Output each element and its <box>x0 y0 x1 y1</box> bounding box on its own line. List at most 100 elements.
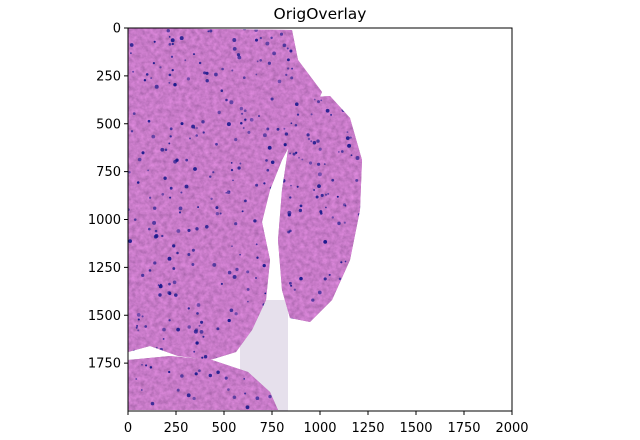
nucleus-dot <box>237 55 242 60</box>
nucleus-dot <box>169 127 173 131</box>
nucleus-dot <box>150 77 153 80</box>
nucleus-dot <box>205 71 209 75</box>
nucleus-dot <box>234 222 238 226</box>
nucleus-dot <box>246 270 250 274</box>
nucleus-dot <box>152 62 155 65</box>
nucleus-dot <box>312 141 317 145</box>
nucleus-dot <box>215 212 219 216</box>
nucleus-dot <box>267 145 272 150</box>
nucleus-dot <box>255 73 258 76</box>
nucleus-dot <box>256 256 259 259</box>
nucleus-dot <box>290 76 294 80</box>
nucleus-dot <box>327 192 330 195</box>
nucleus-dot <box>205 79 209 83</box>
nucleus-dot <box>128 171 131 174</box>
nucleus-dot <box>323 163 326 165</box>
nucleus-dot <box>289 229 292 233</box>
nucleus-dot <box>212 171 215 174</box>
nucleus-dot <box>133 218 137 221</box>
x-axis: 0 250 500 750 1000 1250 1500 1750 2000 <box>124 411 529 436</box>
nucleus-dot <box>301 158 304 161</box>
nucleus-dot <box>225 98 228 102</box>
nucleus-dot <box>198 324 201 327</box>
nucleus-dot <box>279 32 284 36</box>
nucleus-dot <box>193 167 197 171</box>
histology-image <box>128 28 512 411</box>
nucleus-dot <box>212 262 217 267</box>
nucleus-dot <box>262 133 267 138</box>
nucleus-dot <box>290 284 293 287</box>
nucleus-dot <box>159 283 162 286</box>
nucleus-dot <box>255 38 258 42</box>
nucleus-dot <box>191 248 195 252</box>
nucleus-dot <box>187 228 191 232</box>
nucleus-dot <box>230 168 234 172</box>
y-tick-label: 750 <box>96 165 121 180</box>
nucleus-dot <box>191 124 196 129</box>
nucleus-dot <box>325 108 330 113</box>
nucleus-dot <box>145 364 148 367</box>
nucleus-dot <box>132 70 135 73</box>
nucleus-dot <box>265 41 270 46</box>
nucleus-dot <box>236 53 241 57</box>
nucleus-dot <box>249 117 254 122</box>
nucleus-dot <box>330 113 333 116</box>
nucleus-dot <box>283 143 287 147</box>
nucleus-dot <box>331 216 334 219</box>
nucleus-dot <box>232 46 237 51</box>
nucleus-dot <box>215 206 219 210</box>
nucleus-dot <box>198 61 202 65</box>
nucleus-dot <box>141 363 143 366</box>
x-tick-label: 750 <box>260 421 285 436</box>
nucleus-dot <box>242 76 246 80</box>
nucleus-dot <box>191 263 195 266</box>
nucleus-dot <box>170 38 175 43</box>
nucleus-dot <box>286 47 289 50</box>
nucleus-dot <box>338 277 342 281</box>
nucleus-dot <box>147 169 149 172</box>
nucleus-dot <box>151 134 156 139</box>
nucleus-dot <box>168 81 171 84</box>
nucleus-dot <box>328 273 331 276</box>
nucleus-dot <box>162 327 166 332</box>
nucleus-dot <box>243 378 246 380</box>
nucleus-dot <box>170 55 174 58</box>
nucleus-dot <box>215 142 218 146</box>
nucleus-dot <box>209 29 213 33</box>
nucleus-dot <box>311 298 315 302</box>
nucleus-dot <box>186 77 190 81</box>
nucleus-dot <box>232 38 237 42</box>
nucleus-dot <box>210 197 213 200</box>
nucleus-dot <box>216 327 220 331</box>
nucleus-dot <box>292 152 296 156</box>
y-tick-label: 1750 <box>88 357 121 372</box>
nucleus-dot <box>299 276 303 281</box>
nucleus-dot <box>144 325 148 328</box>
nucleus-dot <box>160 147 165 152</box>
nucleus-dot <box>168 291 172 296</box>
nucleus-dot <box>220 89 224 92</box>
nucleus-dot <box>259 59 262 62</box>
nucleus-dot <box>239 106 244 111</box>
nucleus-dot <box>258 115 260 117</box>
nucleus-dot <box>158 284 163 289</box>
nucleus-dot <box>263 182 266 185</box>
nucleus-dot <box>227 388 230 391</box>
nucleus-dot <box>320 99 323 102</box>
nucleus-dot <box>161 192 165 196</box>
nucleus-dot <box>137 329 140 332</box>
nucleus-dot <box>136 313 141 317</box>
nucleus-dot <box>267 61 272 65</box>
nucleus-dot <box>313 98 316 101</box>
nucleus-dot <box>176 251 179 255</box>
nucleus-dot <box>155 235 158 238</box>
nucleus-dot <box>272 51 277 56</box>
y-tick-label: 250 <box>96 69 121 84</box>
nucleus-dot <box>168 142 171 145</box>
nucleus-dot <box>340 261 343 264</box>
nucleus-dot <box>176 388 180 392</box>
nucleus-dot <box>141 315 144 318</box>
nucleus-dot <box>174 293 178 297</box>
nucleus-dot <box>256 60 259 63</box>
